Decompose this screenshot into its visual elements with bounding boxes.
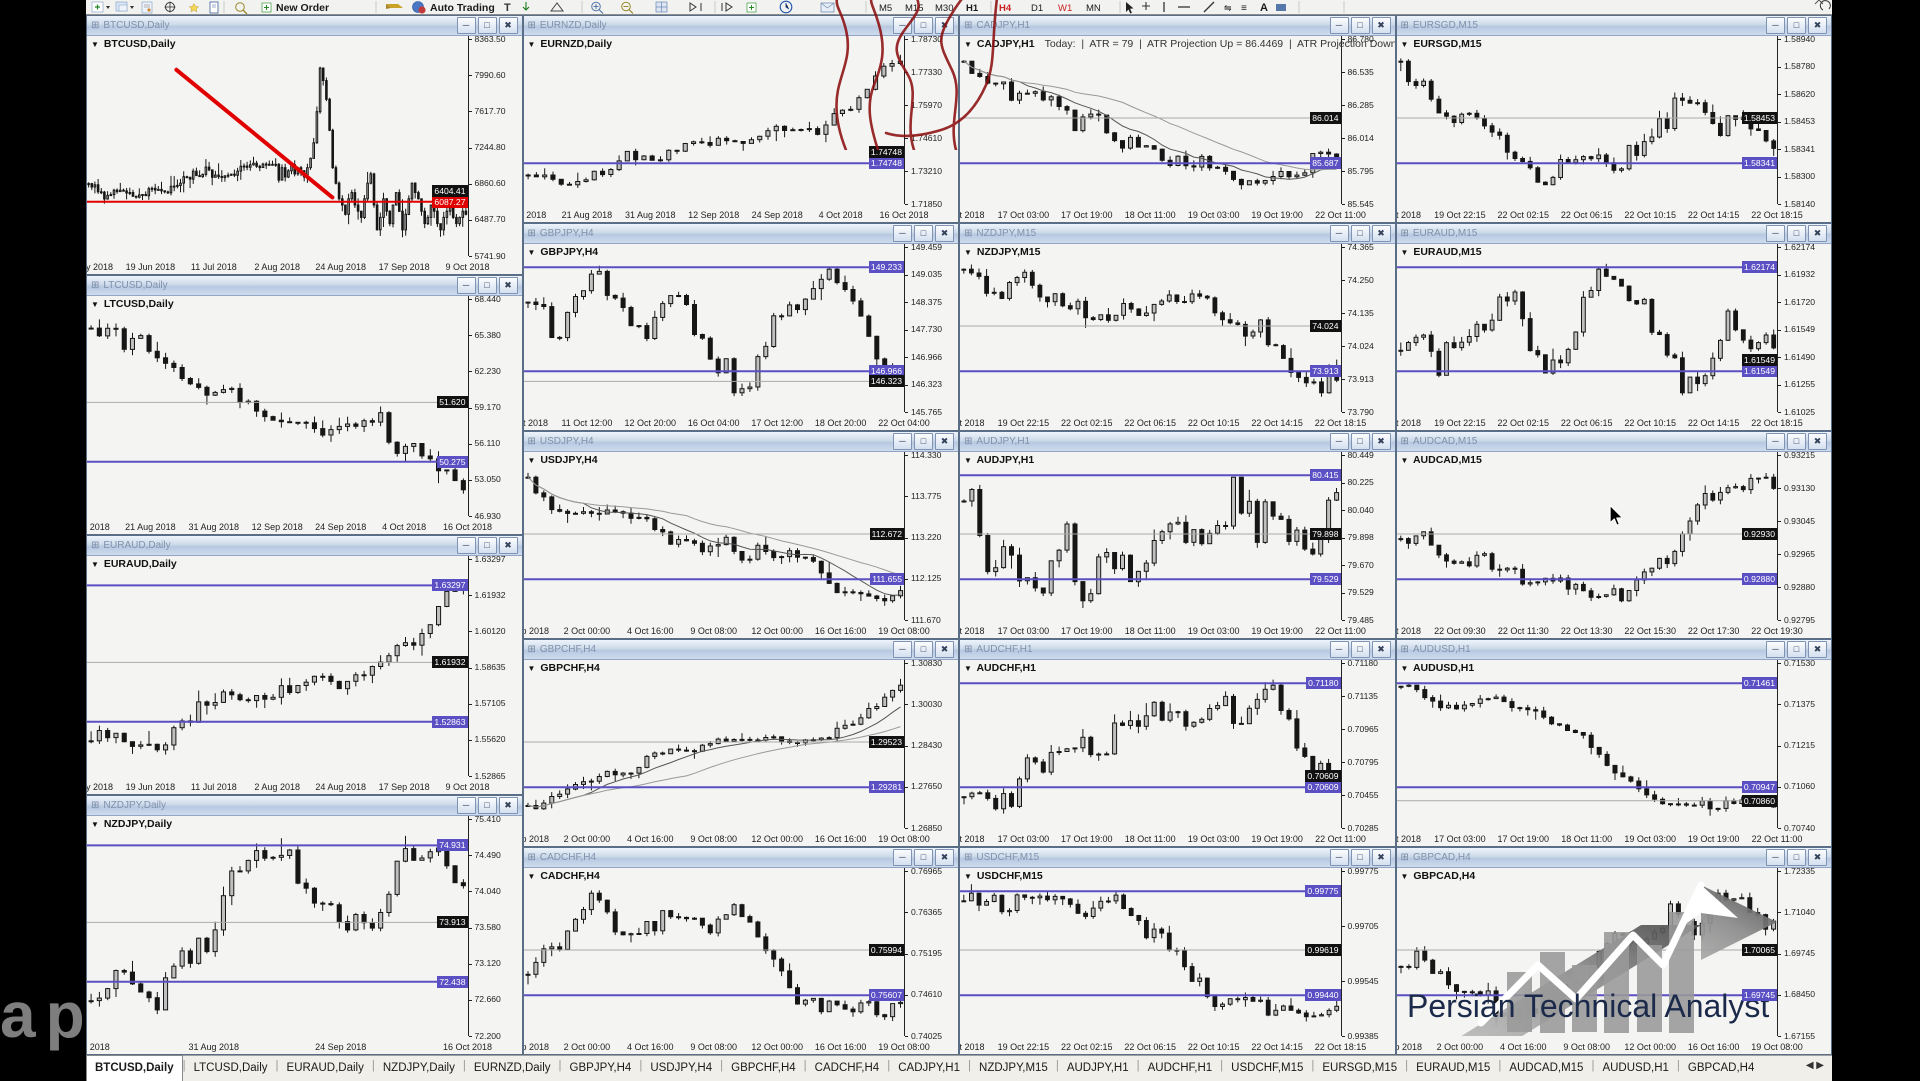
svg-text:M30: M30 <box>935 3 953 14</box>
svg-text:M5: M5 <box>879 3 892 14</box>
svg-text:⇋: ⇋ <box>1224 3 1232 13</box>
svg-text:M15: M15 <box>905 3 923 14</box>
svg-text:Auto Trading: Auto Trading <box>430 2 495 14</box>
svg-text:W1: W1 <box>1058 3 1072 14</box>
svg-text:MN: MN <box>1086 3 1101 14</box>
svg-text:D1: D1 <box>1031 3 1043 14</box>
svg-text:≡: ≡ <box>1241 3 1247 14</box>
svg-text:A: A <box>1260 2 1268 14</box>
svg-text:T: T <box>504 2 511 14</box>
svg-text:H1: H1 <box>966 3 979 14</box>
svg-text:H4: H4 <box>999 3 1012 14</box>
svg-text:New Order: New Order <box>276 2 329 14</box>
